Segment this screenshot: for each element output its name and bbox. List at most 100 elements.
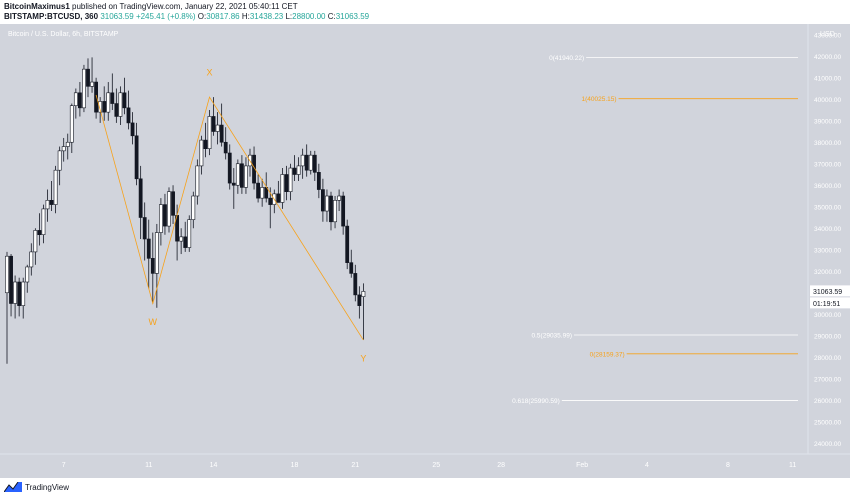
candle-body (98, 101, 103, 113)
candle-body (320, 189, 325, 212)
last-price-box (810, 285, 850, 297)
candle-body (122, 92, 127, 109)
currency-label: USD (820, 31, 835, 38)
time-tick-label: 4 (645, 462, 649, 469)
price-tick-label: 43000.00 (814, 32, 841, 39)
candle-body (78, 92, 82, 109)
author-name[interactable]: BitcoinMaximus1 (4, 2, 70, 11)
price-tick-label: 41000.00 (814, 75, 841, 82)
candle-body (235, 163, 240, 186)
candle-body (106, 92, 111, 113)
candle-body (191, 195, 196, 220)
price-tick-label: 38000.00 (814, 140, 841, 147)
chart-title: Bitcoin / U.S. Dollar, 6h, BITSTAMP (8, 31, 119, 38)
candle-body (308, 154, 313, 171)
candle-body (5, 255, 9, 294)
candle-body (61, 146, 66, 152)
price-chart[interactable]: Bitcoin / U.S. Dollar, 6h, BITSTAMP USD … (0, 24, 850, 478)
candle-body (341, 195, 346, 227)
tradingview-logo[interactable]: TradingView (4, 482, 69, 492)
candle-body (329, 195, 333, 223)
candle-body (288, 167, 293, 193)
price-axis[interactable]: 24000.00 25000.00 26000.00 27000.00 28000.00… (814, 32, 841, 448)
candle-body (9, 255, 13, 304)
candle-body (183, 236, 188, 248)
price-tick-label: 32000.00 (814, 269, 841, 276)
time-tick-label: 8 (726, 462, 730, 469)
wave-label-w: W (149, 317, 158, 327)
candle-body (312, 154, 317, 173)
candle-body (227, 152, 232, 184)
tradingview-brand: TradingView (25, 482, 70, 492)
time-tick-label: 18 (291, 462, 299, 469)
candle-body (90, 81, 94, 87)
candle-body (17, 281, 22, 306)
wave-label-y: Y (360, 354, 366, 364)
wave-path (95, 94, 364, 341)
candle-body (171, 191, 175, 216)
candle-body (325, 195, 329, 212)
candle-body (33, 230, 38, 253)
price-tick-label: 36000.00 (814, 183, 841, 190)
close-value: 31063.59 (335, 12, 370, 21)
candle-body (199, 139, 204, 167)
chart-background (0, 24, 850, 478)
wave-annotations: W X Y (95, 68, 366, 364)
time-axis[interactable]: 7 11 14 18 21 25 28 Feb 4 8 11 (62, 462, 797, 469)
candle-body (21, 281, 26, 306)
price-tick-label: 33000.00 (814, 247, 841, 254)
candle-body (53, 169, 58, 205)
candle-body (179, 236, 184, 242)
time-tick-label: 21 (351, 462, 359, 469)
candle-body (219, 124, 224, 143)
fib-label: 0(28159.37) (590, 351, 625, 358)
price-tick-label: 37000.00 (814, 161, 841, 168)
candle-body (150, 258, 155, 274)
price-tick-label: 40000.00 (814, 97, 841, 104)
candle-body (167, 191, 171, 227)
price-tick-label: 25000.00 (814, 419, 841, 426)
candle-body (203, 139, 208, 149)
candle-body (94, 81, 99, 113)
fib-label: 0(41940.22) (549, 55, 584, 62)
candle-body (130, 122, 135, 137)
fib-label: 1(40025.15) (581, 96, 616, 103)
candle-body (187, 219, 192, 248)
candle-body (159, 204, 163, 233)
candle-body (345, 225, 350, 263)
chart-header: BitcoinMaximus1 published on TradingView… (0, 0, 850, 24)
candle-body (13, 281, 18, 304)
candle-body (134, 135, 139, 180)
candle-body (49, 200, 54, 205)
candle-body (114, 103, 119, 117)
candle-body (337, 195, 342, 201)
candle-body (118, 92, 123, 117)
candle-body (223, 141, 228, 154)
candle-body (280, 174, 285, 203)
price-tick-label: 34000.00 (814, 226, 841, 233)
candle-body (300, 154, 305, 167)
candle-body (37, 230, 42, 235)
candle-body (45, 200, 50, 210)
time-tick-label: 28 (497, 462, 505, 469)
candle-body (260, 187, 265, 199)
candle-body (65, 141, 70, 147)
time-tick-label: 14 (210, 462, 218, 469)
candle-body (304, 154, 309, 171)
price-tick-label: 26000.00 (814, 398, 841, 405)
candle-body (102, 101, 107, 113)
price-tick-label: 27000.00 (814, 376, 841, 383)
open-value: 30817.86 (206, 12, 240, 21)
countdown-label: 01:19:51 (813, 301, 840, 308)
candle-body (142, 217, 147, 240)
candle-body (211, 116, 216, 132)
candle-body (25, 266, 30, 283)
price-tick-label: 28000.00 (814, 355, 841, 362)
candle-body (357, 294, 362, 306)
time-tick-label: 25 (432, 462, 440, 469)
candle-body (231, 182, 236, 186)
candle-body (154, 232, 159, 274)
candle-body (252, 154, 256, 184)
candle-body (86, 68, 90, 87)
symbol-label: BITSTAMP:BTCUSD, 360 (4, 12, 99, 21)
